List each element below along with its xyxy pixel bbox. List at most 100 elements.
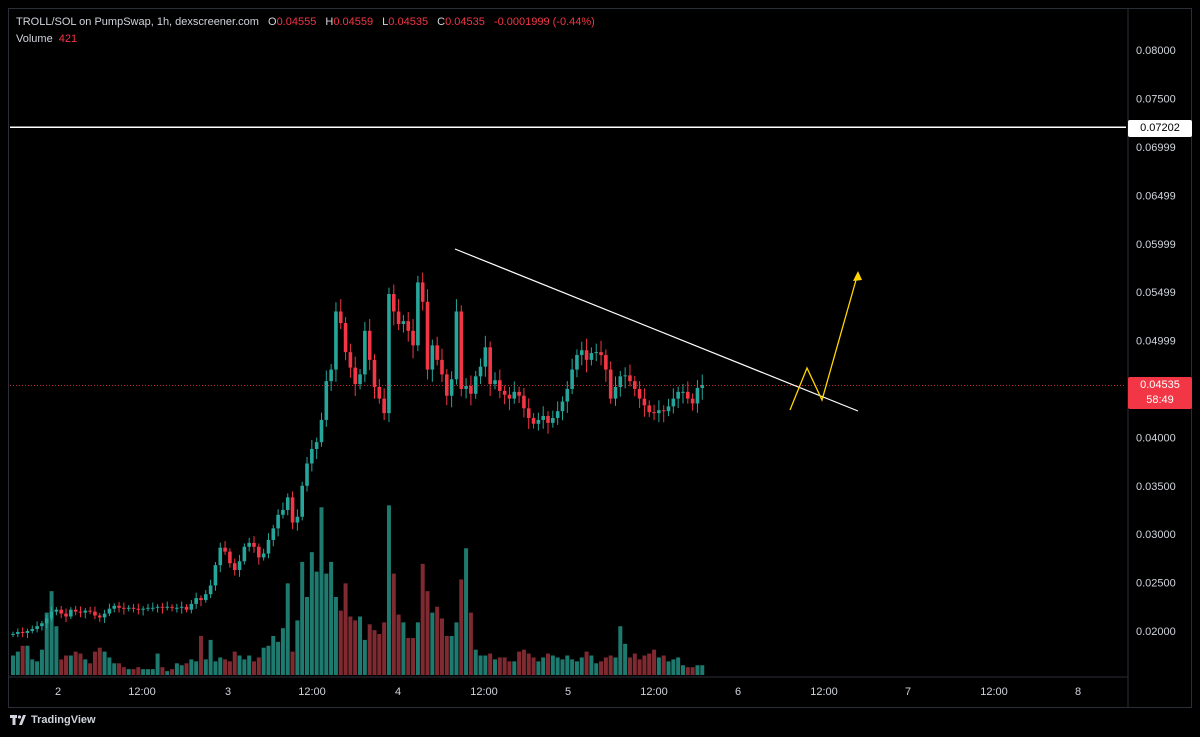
volume-bar [497,657,502,675]
candle-body [551,417,555,423]
volume-bar [102,651,107,675]
volume-bar [261,647,266,675]
candle-body [102,613,107,618]
candle-body [512,391,517,399]
candle-body [358,374,362,385]
volume-bar [44,612,49,675]
volume-bar [39,649,44,675]
candle-body [131,607,136,609]
candle-body [420,282,425,302]
volume-bar [623,643,628,675]
change-value: -0.0001999 (-0.44%) [493,16,595,28]
volume-bar [521,649,526,675]
volume-bar [280,628,285,675]
volume-bar [415,622,420,675]
candle-body [184,606,189,610]
volume-bar [632,653,637,675]
candle-body [30,629,35,631]
candle-body [117,605,121,608]
candle-body [526,408,531,418]
candle-body [604,355,608,370]
ohlc-line: TROLL/SOL on PumpSwap, 1h, dexscreener.c… [16,14,595,31]
time-tick-label: 12:00 [980,686,1008,698]
volume-bar [343,583,348,675]
volume-bar [145,669,150,675]
candle-body [565,388,570,402]
candle-body [440,359,444,375]
volume-bar [112,663,117,675]
volume-bar [579,657,584,675]
candle-body [445,374,449,396]
candle-body [584,350,589,360]
volume-bar [406,637,411,675]
candle-body [589,353,594,360]
volume-bar [565,655,570,675]
price-tick-label: 0.06499 [1136,190,1176,202]
volume-bar [608,655,613,675]
tradingview-brand[interactable]: TradingView [10,714,96,726]
candle-body [20,631,25,633]
volume-bar [531,657,536,675]
candle-body [594,352,599,354]
volume-bar [507,661,512,675]
candle-body [295,516,300,523]
time-tick-label: 2 [55,686,61,698]
candle-body [126,607,131,609]
candle-body [406,321,411,331]
candle-body [179,606,184,608]
close-label: C [437,16,446,28]
volume-bar [59,659,64,675]
candle-body [218,547,223,566]
price-tick-label: 0.02000 [1136,626,1176,638]
volume-bar [88,663,93,675]
candle-body [146,607,150,609]
candle-body [160,606,165,608]
volume-bar [570,659,575,675]
candle-body [560,401,565,412]
candle-body [204,594,208,601]
chart-frame[interactable] [8,8,1192,708]
price-axis[interactable]: 0.020000.025000.030000.035000.040000.044… [1127,9,1176,707]
candle-body [329,369,333,382]
candle-body [213,565,218,586]
volume-bar [227,661,232,675]
volume-bar [179,665,184,675]
volume-bar [367,624,372,675]
time-tick-label: 12:00 [470,686,498,698]
candle-body [695,387,700,404]
volume-bar [295,620,300,675]
volume-bar [353,620,358,675]
volume-bar [174,663,179,675]
candle-body [464,386,468,389]
candle-body [237,561,242,570]
symbol-title[interactable]: TROLL/SOL on PumpSwap, 1h, dexscreener.c… [16,16,259,28]
candle-body [300,485,304,517]
volume-bar [411,637,416,675]
volume-bar [252,661,256,675]
candle-body [391,294,396,312]
brand-name: TradingView [31,714,96,726]
candle-body [266,539,271,554]
volume-bar [329,561,334,675]
volume-bar [690,667,695,675]
candle-body [681,391,685,393]
candle-body [469,386,473,394]
volume-bar [213,661,218,675]
volume-bar [656,657,661,675]
candle-body [536,419,541,424]
candle-body [382,398,386,414]
volume-bar [695,665,700,675]
volume-bar [126,669,131,675]
volume-label[interactable]: Volume [16,33,53,45]
candle-body [208,585,213,595]
candle-body [40,623,44,627]
candle-body [411,330,415,346]
candle-body [334,311,338,370]
time-axis[interactable]: 2 12:00 3 12:00 4 12:00 5 12:00 6 12:00 7 12:00 8 [9,676,1128,698]
volume-bar [454,622,459,675]
candle-body [49,611,54,619]
volume-bar [599,661,604,675]
candle-body [401,321,406,325]
time-tick-label: 12:00 [640,686,668,698]
